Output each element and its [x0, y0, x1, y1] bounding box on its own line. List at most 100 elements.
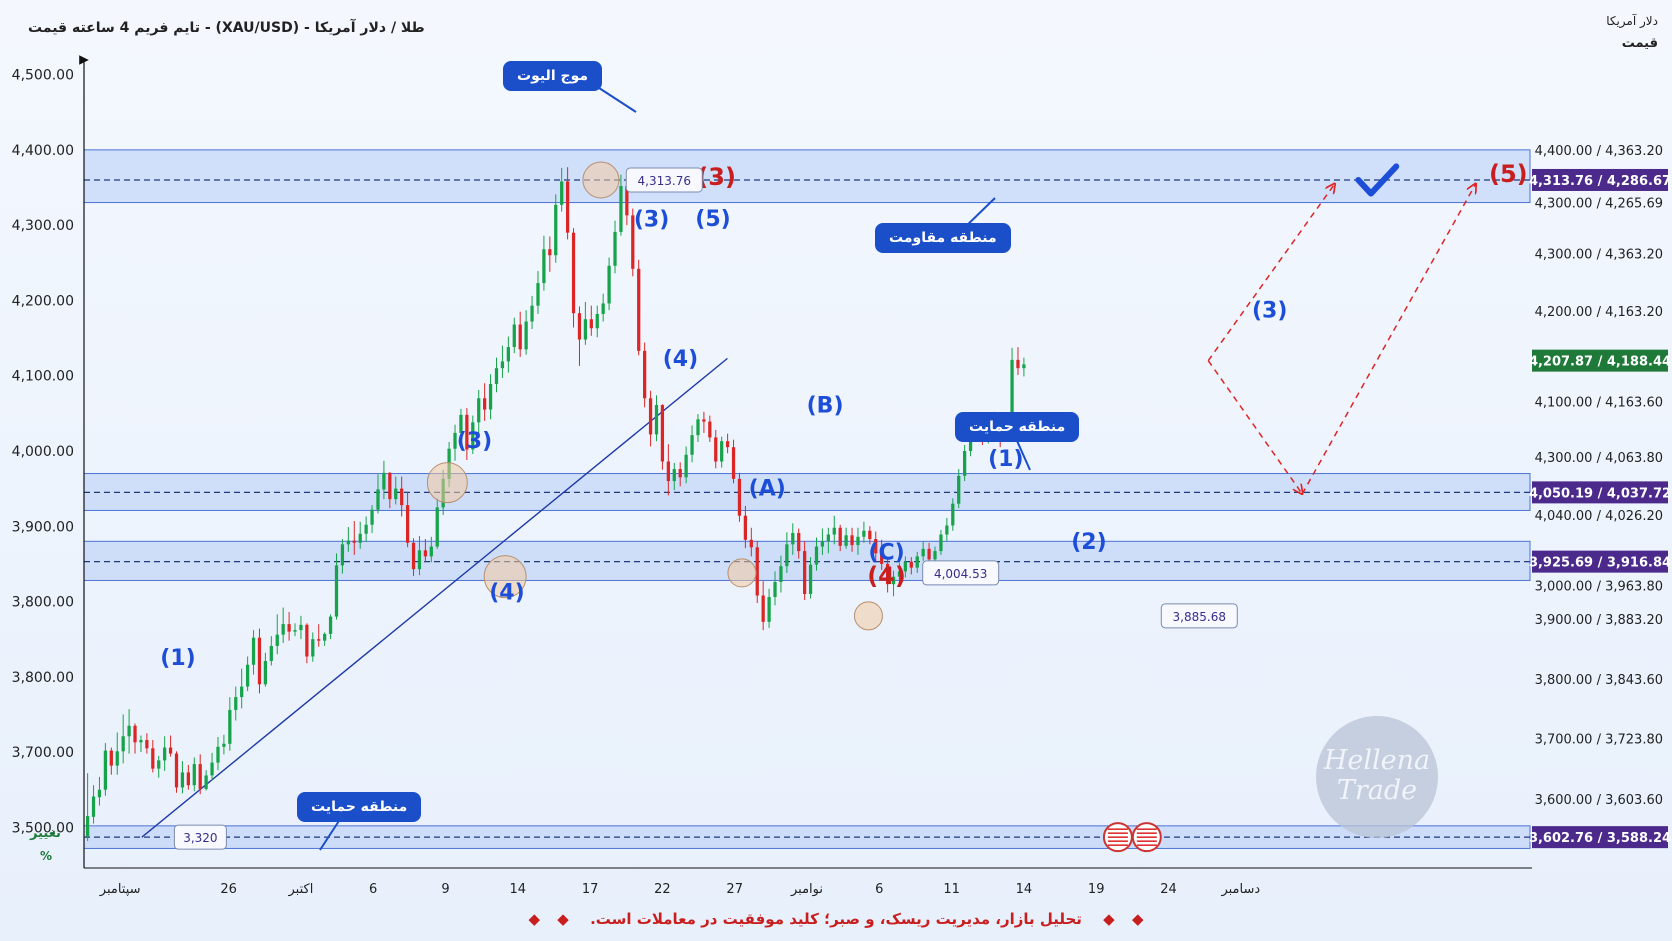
- candle-body: [352, 540, 356, 543]
- x-tick-label: نوامبر: [790, 882, 823, 897]
- candle-body: [263, 660, 268, 685]
- candle-body: [897, 571, 902, 577]
- candle-body: [328, 616, 333, 634]
- y-tick-label-right: 3,600.00 / 3,603.60: [1535, 793, 1663, 808]
- y-tick-label-left: 4,100.00: [12, 369, 74, 385]
- wave-label: (C): [868, 540, 904, 565]
- x-tick-label: 17: [582, 882, 599, 897]
- wave-label: (3): [1252, 299, 1287, 324]
- candle-body: [257, 637, 262, 685]
- percent-label: %: [40, 849, 53, 863]
- zone-support-low: [83, 540, 1531, 581]
- candle-body: [761, 595, 765, 622]
- candle-body: [287, 624, 291, 632]
- candle-body: [731, 447, 736, 479]
- candle-body: [927, 548, 931, 560]
- candle-body: [874, 539, 878, 554]
- candle-body: [453, 432, 457, 449]
- candle-body: [465, 414, 469, 450]
- footer-diamond-left: ◆: [528, 910, 541, 928]
- wave-label: (4): [663, 347, 698, 372]
- candle-body: [340, 544, 345, 566]
- price-note-box: [1160, 603, 1238, 629]
- trend-line: [141, 357, 728, 838]
- candle-body: [163, 747, 167, 761]
- price-badge: [1532, 550, 1668, 573]
- y-tick-label-left: 3,800.00: [12, 595, 74, 611]
- watermark-logo: Hellena Trade: [1316, 716, 1438, 838]
- candle-body: [1022, 364, 1026, 369]
- candle-body: [405, 505, 410, 543]
- footer-diamond-right-2: ◆: [1131, 910, 1144, 928]
- candle-body: [885, 563, 890, 585]
- candle-body: [251, 637, 256, 665]
- candle-body: [400, 488, 404, 506]
- callout-support-bottom: منطقه حمایت: [297, 792, 422, 822]
- candle-body: [850, 535, 854, 546]
- x-tick-label: دسامبر: [1220, 882, 1260, 897]
- candle-body: [293, 630, 297, 632]
- candle-body: [749, 539, 753, 548]
- candle-body: [145, 740, 149, 749]
- checkmark-icon: [1355, 163, 1400, 197]
- y-tick-label-left: 4,200.00: [12, 293, 74, 309]
- candle-body: [394, 488, 398, 500]
- candle-body: [773, 581, 777, 598]
- price-badge-label: 3,602.76 / 3,588.24: [1529, 831, 1671, 846]
- candle-body: [180, 772, 185, 788]
- candle-body: [210, 762, 214, 776]
- candle-body: [678, 469, 682, 478]
- candle-body: [109, 750, 113, 766]
- candle-body: [364, 524, 368, 534]
- y-tick-label-left: 4,500.00: [12, 68, 74, 84]
- wave-label: (3): [457, 429, 492, 454]
- price-badge-label: 3,925.69 / 3,916.84: [1529, 556, 1671, 571]
- x-tick-label: 24: [1160, 882, 1177, 897]
- x-tick-label: 19: [1088, 882, 1105, 897]
- x-tick-label: 9: [441, 882, 449, 897]
- price-note: 3,885.68: [1173, 610, 1226, 624]
- y-tick-label-right: 4,300.00 / 4,265.69: [1535, 197, 1663, 212]
- candle-body: [708, 421, 712, 438]
- candle-body: [577, 313, 582, 340]
- candle-body: [666, 461, 670, 482]
- watermark-line-1: Hellena: [1323, 745, 1431, 776]
- y-tick-label-right: 4,100.00 / 4,163.60: [1535, 395, 1663, 410]
- footer-diamond-right: ◆: [1103, 910, 1115, 928]
- candle-body: [500, 361, 505, 369]
- candle-body: [554, 204, 558, 256]
- y-tick-label-left: 4,000.00: [12, 444, 74, 460]
- candle-body: [803, 551, 807, 594]
- candle-body: [518, 324, 522, 350]
- candle-body: [417, 550, 422, 570]
- candle-body: [334, 565, 339, 617]
- candle-body: [512, 324, 516, 348]
- wave-label: (5): [695, 207, 730, 232]
- candle-body: [832, 527, 836, 535]
- candle-body: [370, 509, 374, 525]
- candle-body: [743, 515, 748, 540]
- candle-body: [808, 564, 813, 594]
- candle-body: [702, 419, 706, 422]
- callout-support: منطقه حمایت: [955, 412, 1080, 442]
- candle-body: [488, 383, 493, 410]
- candle-body: [613, 231, 617, 266]
- candle-body: [483, 398, 487, 410]
- candle-body: [797, 533, 801, 552]
- candle-body: [909, 561, 913, 568]
- y-tick-label-right: 3,700.00 / 3,723.80: [1535, 733, 1663, 748]
- candle-body: [643, 350, 647, 399]
- candle-body: [619, 185, 623, 232]
- candle-body: [862, 530, 866, 537]
- highlight-circle: [426, 462, 468, 504]
- candle-body: [625, 185, 629, 216]
- candle-body: [945, 525, 949, 535]
- candle-body: [382, 472, 386, 490]
- candle-body: [222, 743, 226, 747]
- right-axis-title: قیمت: [1621, 36, 1658, 51]
- y-tick-label-right: 4,300.00 / 4,363.20: [1535, 248, 1663, 263]
- candle-body: [186, 772, 190, 786]
- y-tick-label-left: 3,500.00: [12, 820, 74, 836]
- candle-body: [228, 709, 232, 744]
